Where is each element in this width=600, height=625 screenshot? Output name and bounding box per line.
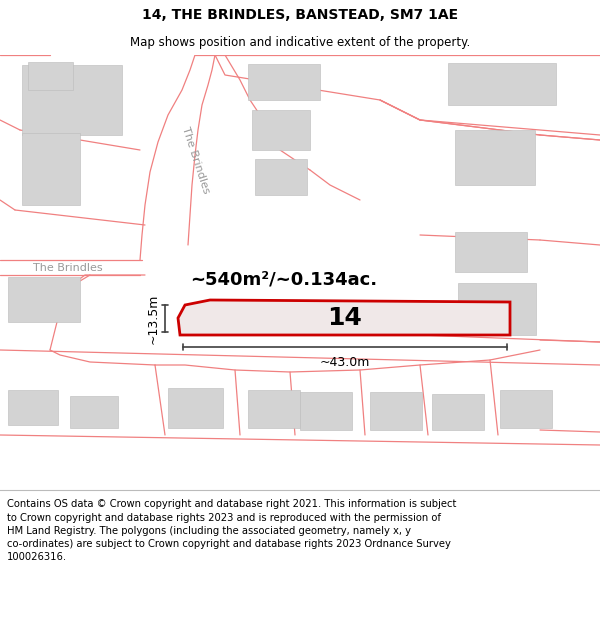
Bar (255, 159, 307, 195)
Bar (432, 394, 484, 430)
Bar (300, 392, 352, 430)
Bar (22, 133, 80, 205)
Bar (500, 390, 552, 428)
Text: The Brindles: The Brindles (33, 263, 103, 273)
Bar (458, 283, 536, 335)
Polygon shape (178, 300, 510, 335)
Bar (252, 110, 310, 150)
Bar (8, 390, 58, 425)
Bar (28, 62, 73, 90)
Bar (455, 130, 535, 185)
Text: ~43.0m: ~43.0m (320, 356, 370, 369)
Bar (248, 64, 320, 100)
Bar (248, 390, 300, 428)
Text: 14, THE BRINDLES, BANSTEAD, SM7 1AE: 14, THE BRINDLES, BANSTEAD, SM7 1AE (142, 8, 458, 22)
Bar (448, 63, 556, 105)
Bar (70, 396, 118, 428)
Text: The Brindles: The Brindles (181, 126, 212, 194)
Text: Map shows position and indicative extent of the property.: Map shows position and indicative extent… (130, 36, 470, 49)
Bar (22, 65, 122, 135)
Text: Contains OS data © Crown copyright and database right 2021. This information is : Contains OS data © Crown copyright and d… (7, 499, 457, 562)
Bar (370, 392, 422, 430)
Bar (8, 277, 80, 322)
Bar (455, 232, 527, 272)
Text: ~13.5m: ~13.5m (147, 293, 160, 344)
Text: 14: 14 (328, 306, 362, 330)
Bar (168, 388, 223, 428)
Text: ~540m²/~0.134ac.: ~540m²/~0.134ac. (190, 270, 377, 288)
